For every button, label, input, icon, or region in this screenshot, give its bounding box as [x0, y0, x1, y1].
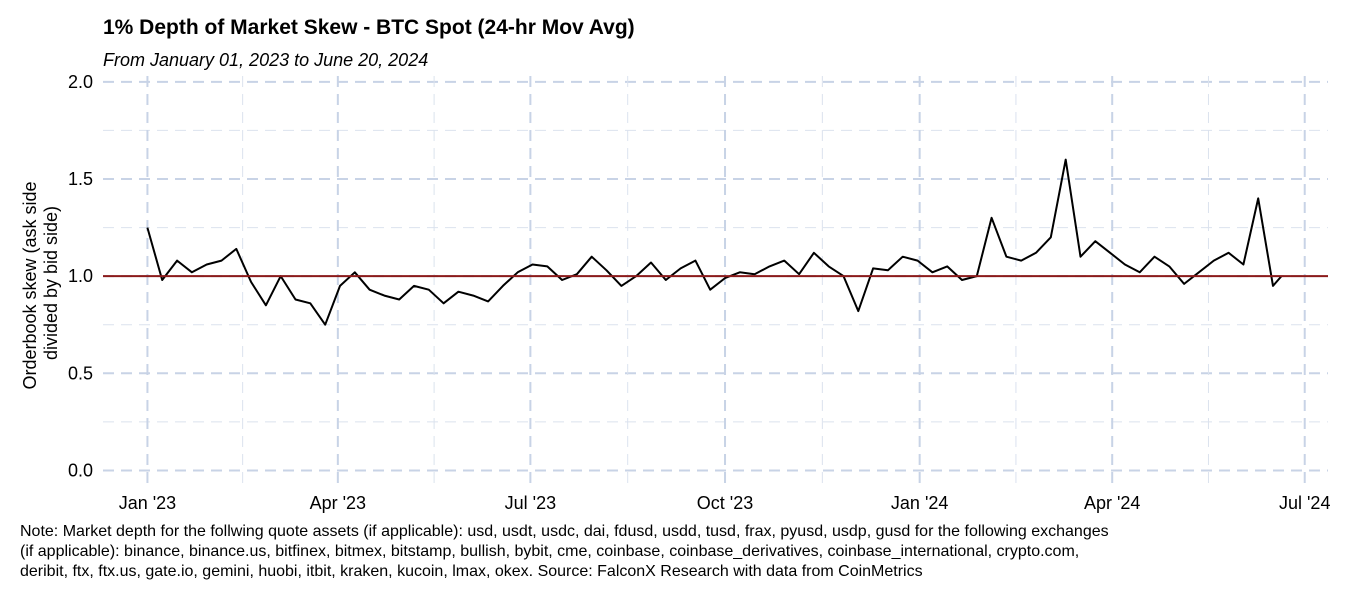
x-tick-label: Oct '23 — [697, 493, 753, 513]
x-tick-label: Jul '23 — [505, 493, 556, 513]
y-tick-label: 2.0 — [68, 72, 93, 92]
x-tick-label: Apr '23 — [310, 493, 366, 513]
chart-title: 1% Depth of Market Skew - BTC Spot (24-h… — [103, 16, 635, 39]
y-tick-label: 1.0 — [68, 266, 93, 286]
series-line — [146, 158, 1283, 326]
x-tick-label: Apr '24 — [1084, 493, 1140, 513]
y-axis-label: Orderbook skew (ask side divided by bid … — [20, 176, 61, 389]
y-tick-label: 1.5 — [68, 169, 93, 189]
y-axis: 0.0 0.5 1.0 1.5 2.0 — [68, 72, 93, 481]
chart-subtitle: From January 01, 2023 to June 20, 2024 — [103, 50, 429, 70]
y-axis-label-line-1: Orderbook skew (ask side — [20, 181, 40, 389]
y-axis-label-line-2: divided by bid side) — [41, 206, 61, 360]
y-tick-label: 0.0 — [68, 460, 93, 480]
x-axis: Jan '23 Apr '23 Jul '23 Oct '23 Jan '24 Apr '… — [119, 493, 1331, 513]
line-chart: 0.0 0.5 1.0 1.5 2.0 Jan '23 Apr '23 Jul '23 Oct… — [20, 72, 1331, 513]
note-line: (if applicable): binance, binance.us, bi… — [20, 543, 1080, 560]
x-tick-label: Jul '24 — [1279, 493, 1330, 513]
chart-note: Note: Market depth for the follwing quot… — [20, 522, 1320, 582]
x-tick-label: Jan '24 — [891, 493, 948, 513]
note-line: deribit, ftx, ftx.us, gate.io, gemini, h… — [20, 563, 923, 580]
grid — [103, 76, 1328, 486]
x-tick-label: Jan '23 — [119, 493, 176, 513]
note-line: Note: Market depth for the follwing quot… — [20, 523, 1109, 540]
y-tick-label: 0.5 — [68, 363, 93, 383]
